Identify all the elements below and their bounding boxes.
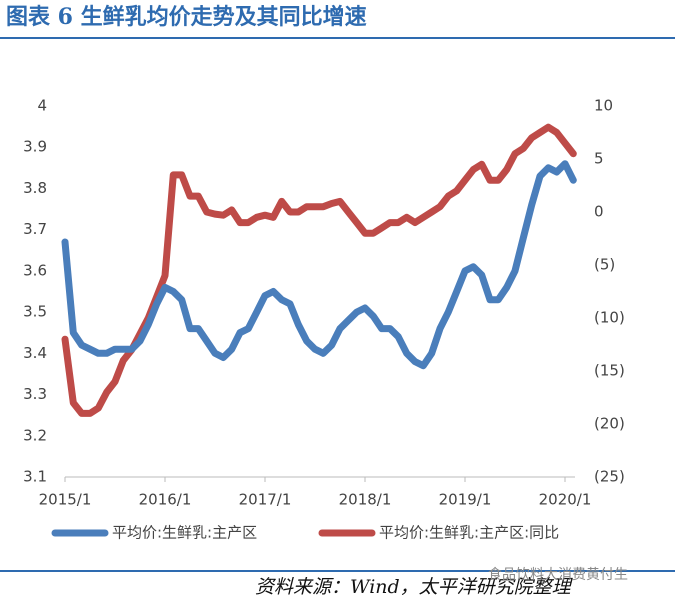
y-tick-label: 3.3 bbox=[23, 385, 47, 403]
y2-tick-label: 5 bbox=[594, 150, 604, 168]
legend-label: 平均价:生鲜乳:主产区 bbox=[112, 524, 257, 542]
y2-tick-label: 0 bbox=[594, 203, 604, 221]
y2-tick-label: (15) bbox=[594, 362, 625, 380]
x-tick-label: 2015/1 bbox=[39, 491, 92, 509]
y2-tick-label: (20) bbox=[594, 415, 625, 433]
y-tick-label: 3.4 bbox=[23, 344, 47, 362]
y-tick-label: 3.6 bbox=[23, 261, 47, 279]
x-tick-label: 2018/1 bbox=[339, 491, 392, 509]
y-tick-label: 3.9 bbox=[23, 138, 47, 156]
y-tick-label: 3.8 bbox=[23, 179, 47, 197]
watermark: 食品饮料大消费黄付生 bbox=[488, 566, 628, 583]
x-tick-label: 2017/1 bbox=[239, 491, 292, 509]
x-tick-label: 2020/1 bbox=[539, 491, 592, 509]
series-line bbox=[61, 123, 577, 417]
y2-tick-label: (10) bbox=[594, 309, 625, 327]
y-tick-label: 3.7 bbox=[23, 220, 47, 238]
series-line bbox=[61, 160, 577, 370]
y-tick-label: 3.2 bbox=[23, 426, 47, 444]
y2-tick-label: (25) bbox=[594, 468, 625, 486]
source-note: 资料来源：Wind，太平洋研究院整理 bbox=[255, 576, 574, 598]
y2-tick-label: (5) bbox=[594, 256, 615, 274]
y-tick-label: 3.1 bbox=[23, 468, 47, 486]
y-tick-label: 4 bbox=[37, 97, 47, 115]
x-tick-label: 2019/1 bbox=[439, 491, 492, 509]
y2-tick-label: 10 bbox=[594, 97, 613, 115]
legend-label: 平均价:生鲜乳:主产区:同比 bbox=[379, 524, 559, 542]
y-tick-label: 3.5 bbox=[23, 303, 47, 321]
x-tick-label: 2016/1 bbox=[139, 491, 192, 509]
chart-title: 图表 6 生鲜乳均价走势及其同比增速 bbox=[6, 4, 367, 30]
